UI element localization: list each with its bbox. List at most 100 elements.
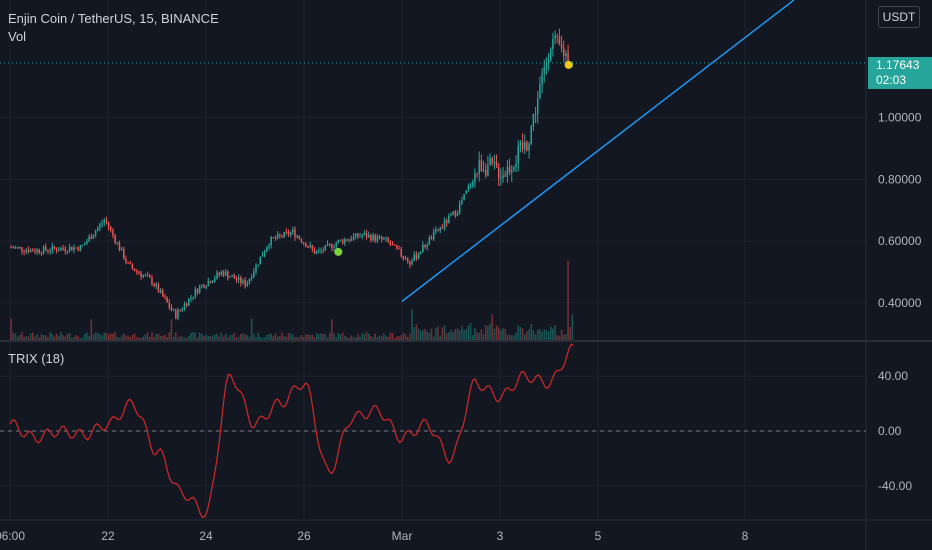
yellow-marker [564,60,573,69]
candle-body [331,244,333,249]
candle-body [489,158,491,166]
volume-bar [92,334,95,340]
volume-bar [185,337,188,340]
volume-bar [484,325,487,340]
candle-body [402,255,405,259]
candle-body [419,252,422,254]
candle-body [517,145,519,164]
volume-bar [188,336,190,340]
volume-bar [354,337,357,340]
candle-body [471,182,474,186]
candle-body [409,261,411,265]
candle-body [257,264,259,266]
volume-bar [487,326,489,340]
volume-bar [244,334,246,340]
time-tick-label: 24 [199,529,213,543]
candle-body [222,271,225,276]
volume-bar [411,309,413,340]
volume-bar [146,332,149,340]
volume-bar [385,335,387,340]
currency-selector-button[interactable]: USDT [878,6,920,28]
volume-bar [285,336,288,340]
volume-bar [456,328,459,340]
volume-bar [413,326,415,340]
volume-bar [530,323,532,340]
volume-bar [348,337,350,340]
candle-body [79,245,82,251]
candle-body [320,250,322,252]
candle-body [534,113,537,115]
volume-bar [246,335,249,340]
candle-body [454,211,457,216]
volume-bar [337,333,340,340]
volume-bar [562,334,565,340]
volume-bar [549,326,552,340]
volume-bar [480,329,483,340]
volume-bar [110,333,112,340]
candle-body [463,194,465,201]
candle-body [558,36,561,45]
candle-body [413,254,415,261]
volume-bar [380,336,383,340]
candle-body [443,220,446,228]
volume-bar [31,332,34,340]
candle-body [164,296,166,298]
candle-body [510,170,513,173]
candle-body [406,258,409,262]
volume-bar [218,336,220,340]
candle-body [220,271,223,275]
volume-bar [14,333,17,340]
volume-bar [415,324,418,340]
candle-body [324,245,327,251]
volume-bar [62,335,64,340]
candle-body [136,271,138,273]
candle-body [484,170,487,176]
candle-body [92,235,95,239]
candle-body [103,220,106,224]
candle-body [237,277,240,280]
volume-bar [279,335,281,340]
volume-bar [331,319,333,340]
volume-bar [378,335,381,340]
volume-bar [153,337,155,340]
volume-bar [541,331,543,340]
candle-body [500,177,502,179]
volume-bar [209,336,212,340]
candle-body [211,281,214,283]
volume-bar [528,329,530,340]
volume-bar [190,332,192,340]
candle-body [159,290,162,293]
candle-body [105,220,108,222]
candle-body [129,262,132,265]
candle-body [430,237,433,240]
volume-bar [220,332,223,340]
candle-body [31,249,34,252]
candle-body [346,239,348,241]
volume-bar [311,334,314,340]
volume-bar [467,325,470,340]
volume-bar [552,328,554,340]
candle-body [458,203,461,213]
volume-bar [441,327,444,340]
volume-bar [131,334,134,340]
volume-bar [159,335,162,340]
volume-bar [571,314,574,340]
candle-body [385,237,387,239]
candle-body [549,49,552,61]
candle-body [526,142,528,151]
candle-body [71,246,73,251]
volume-bar [79,337,82,340]
candle-body [183,303,186,310]
volume-bar [172,336,175,340]
volume-bar [393,337,396,340]
candle-body [175,309,177,319]
candle-body [131,264,134,269]
candle-body [452,211,454,215]
volume-bar [233,333,236,340]
candle-body [491,158,493,164]
volume-bar [300,335,303,340]
candle-body [207,281,210,286]
candle-body [255,264,257,272]
time-tick-label: 26 [297,529,311,543]
